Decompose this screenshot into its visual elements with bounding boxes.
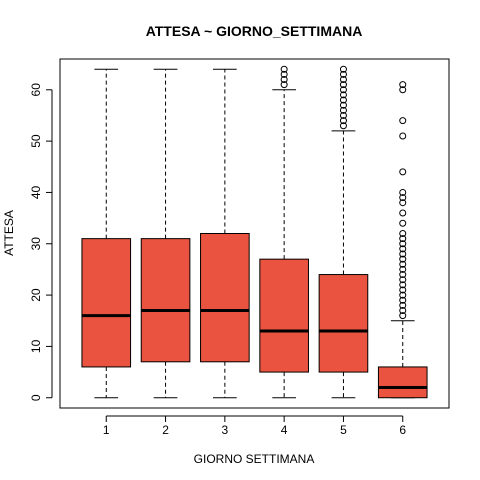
box	[259, 258, 309, 373]
outlier-point	[339, 81, 347, 89]
chart-title: ATTESA ~ GIORNO_SETTIMANA	[146, 23, 363, 39]
y-axis-label: ATTESA	[2, 210, 16, 256]
box-group-5	[318, 65, 369, 399]
y-tick-label: 10	[29, 339, 43, 353]
outlier-point	[399, 219, 407, 227]
box	[200, 233, 250, 363]
x-tick-label: 5	[340, 423, 347, 437]
outlier-point	[399, 301, 407, 309]
box	[140, 238, 191, 363]
outlier-point	[399, 86, 407, 94]
outlier-point	[399, 250, 407, 258]
outlier-point	[399, 188, 407, 196]
box-group-1	[81, 68, 132, 399]
y-tick-label: 40	[29, 185, 43, 199]
outlier-point	[339, 76, 347, 84]
outlier-point	[399, 281, 407, 289]
outlier-point	[399, 199, 407, 207]
outlier-point	[280, 76, 288, 84]
outlier-point	[399, 255, 407, 263]
outlier-point	[399, 296, 407, 304]
x-tick-label: 2	[162, 423, 169, 437]
boxplot-series	[81, 65, 428, 399]
outlier-point	[280, 70, 288, 78]
outlier-point	[339, 117, 347, 125]
outlier-point	[399, 286, 407, 294]
outlier-point	[399, 209, 407, 217]
outlier-point	[399, 260, 407, 268]
x-tick-label: 1	[103, 423, 110, 437]
box	[318, 274, 369, 373]
outlier-point	[399, 291, 407, 299]
y-tick-label: 60	[29, 83, 43, 97]
outlier-point	[399, 240, 407, 248]
outlier-point	[339, 122, 347, 130]
x-tick-label: 3	[222, 423, 229, 437]
outlier-point	[280, 65, 288, 73]
outlier-point	[339, 111, 347, 119]
outlier-point	[399, 194, 407, 202]
outlier-point	[339, 96, 347, 104]
outlier-point	[399, 265, 407, 273]
outlier-point	[399, 230, 407, 237]
x-axis-label: GIORNO SETTIMANA	[194, 452, 315, 466]
outlier-point	[399, 276, 407, 284]
outlier-point	[339, 86, 347, 94]
outlier-point	[339, 101, 347, 109]
outlier-point	[399, 271, 407, 279]
x-tick-label: 6	[399, 423, 406, 437]
box	[81, 238, 132, 368]
y-tick-label: 20	[29, 288, 43, 302]
box-group-3	[200, 68, 250, 399]
outlier-point	[399, 312, 407, 320]
outlier-point	[280, 81, 288, 89]
box-group-4	[259, 65, 309, 399]
outlier-point	[399, 245, 407, 253]
outlier-point	[399, 235, 407, 243]
outlier-point	[339, 70, 347, 78]
y-tick-label: 50	[29, 134, 43, 148]
outlier-point	[339, 65, 347, 73]
box-group-2	[140, 68, 191, 399]
outlier-point	[399, 306, 407, 314]
outlier-point	[339, 91, 347, 99]
y-tick-label: 0	[29, 394, 43, 401]
y-tick-label: 30	[29, 237, 43, 251]
outlier-point	[399, 81, 407, 89]
plot-frame	[59, 58, 450, 409]
outlier-point	[399, 132, 407, 140]
box-group-6	[377, 81, 428, 399]
outlier-point	[339, 106, 347, 114]
box	[377, 366, 428, 399]
x-axis: 1 2 3 4 5 6	[103, 415, 406, 437]
outlier-point	[399, 168, 407, 176]
y-axis: 0 10 20 30 40 50 60	[29, 83, 53, 401]
x-tick-label: 4	[281, 423, 288, 437]
outlier-point	[399, 117, 407, 125]
